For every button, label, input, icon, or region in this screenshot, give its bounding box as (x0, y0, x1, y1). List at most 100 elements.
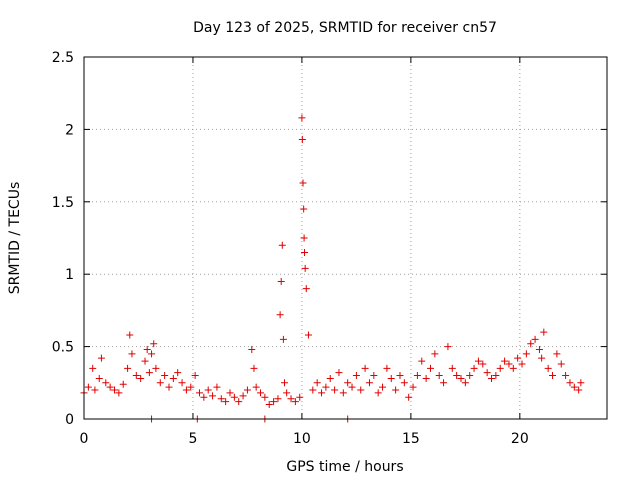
data-point (124, 364, 132, 372)
data-point (577, 379, 585, 387)
data-point (298, 114, 306, 122)
data-point (535, 345, 543, 353)
data-point (352, 372, 360, 380)
data-point (280, 379, 288, 387)
data-point (161, 372, 169, 380)
data-point (150, 340, 158, 348)
data-point (461, 379, 469, 387)
data-point (566, 379, 574, 387)
data-point (182, 386, 190, 394)
data-point (357, 386, 365, 394)
data-point (301, 248, 309, 256)
data-point (304, 331, 312, 339)
x-tick-label: 20 (511, 431, 529, 447)
data-point (322, 383, 330, 391)
data-point (191, 372, 199, 380)
y-tick-label: 2 (65, 122, 74, 138)
data-point (370, 372, 378, 380)
data-point (95, 374, 103, 382)
data-point (301, 264, 309, 272)
data-point (277, 277, 285, 285)
data-point (339, 389, 347, 397)
data-point (440, 379, 448, 387)
data-point (91, 386, 99, 394)
data-point (531, 335, 539, 343)
data-point (270, 398, 278, 406)
data-point (405, 393, 413, 401)
data-point (444, 343, 452, 351)
data-point (230, 393, 238, 401)
data-point (501, 357, 509, 365)
data-point (514, 354, 522, 362)
data-point (418, 357, 426, 365)
data-point (204, 386, 212, 394)
data-point (527, 340, 535, 348)
x-tick-label: 0 (80, 431, 89, 447)
data-point (538, 354, 546, 362)
data-point (474, 357, 482, 365)
data-point (217, 395, 225, 403)
data-point (250, 364, 258, 372)
data-point (165, 383, 173, 391)
data-point (178, 379, 186, 387)
data-point (448, 364, 456, 372)
data-point (126, 331, 134, 339)
data-point (313, 379, 321, 387)
data-point (261, 393, 269, 401)
data-point (483, 369, 491, 377)
data-point (575, 386, 583, 394)
data-point (488, 374, 496, 382)
data-point (174, 369, 182, 377)
chart-title: Day 123 of 2025, SRMTID for receiver cn5… (193, 20, 497, 36)
data-point (148, 350, 156, 358)
data-point (544, 364, 552, 372)
data-point (106, 383, 114, 391)
axis-ticks (83, 56, 607, 420)
x-tick-labels: 0 5 10 15 20 (80, 431, 529, 447)
data-point (195, 389, 203, 397)
data-point (187, 383, 195, 391)
data-point (299, 179, 307, 187)
data-point (226, 389, 234, 397)
data-point (326, 374, 334, 382)
y-tick-label: 2.5 (52, 50, 74, 66)
data-point (298, 136, 306, 144)
data-point (152, 364, 160, 372)
data-point (400, 379, 408, 387)
data-point (300, 234, 308, 242)
data-point (562, 372, 570, 380)
data-point (137, 374, 145, 382)
data-point (111, 386, 119, 394)
grid-layer (84, 57, 607, 419)
data-point (274, 395, 282, 403)
data-point (413, 372, 421, 380)
data-point (115, 389, 123, 397)
data-point (309, 386, 317, 394)
data-point (296, 393, 304, 401)
data-point (243, 386, 251, 394)
data-point (518, 360, 526, 368)
data-point (374, 389, 382, 397)
y-tick-labels: 0 0.5 1 1.5 2 2.5 (52, 50, 74, 428)
data-point (522, 350, 530, 358)
data-point (557, 360, 565, 368)
data-point (331, 386, 339, 394)
data-point (505, 360, 513, 368)
plot-frame (83, 56, 608, 420)
data-point (128, 350, 136, 358)
data-point (169, 374, 177, 382)
data-point (492, 372, 500, 380)
data-point (318, 389, 326, 397)
data-point (213, 383, 221, 391)
data-point (287, 395, 295, 403)
data-point (248, 345, 256, 353)
y-tick-label: 0 (65, 412, 74, 428)
data-point (283, 389, 291, 397)
data-point (132, 372, 140, 380)
data-point (453, 372, 461, 380)
data-point (431, 350, 439, 358)
data-point (200, 393, 208, 401)
data-point (102, 379, 110, 387)
data-point (145, 369, 153, 377)
data-point (222, 398, 230, 406)
